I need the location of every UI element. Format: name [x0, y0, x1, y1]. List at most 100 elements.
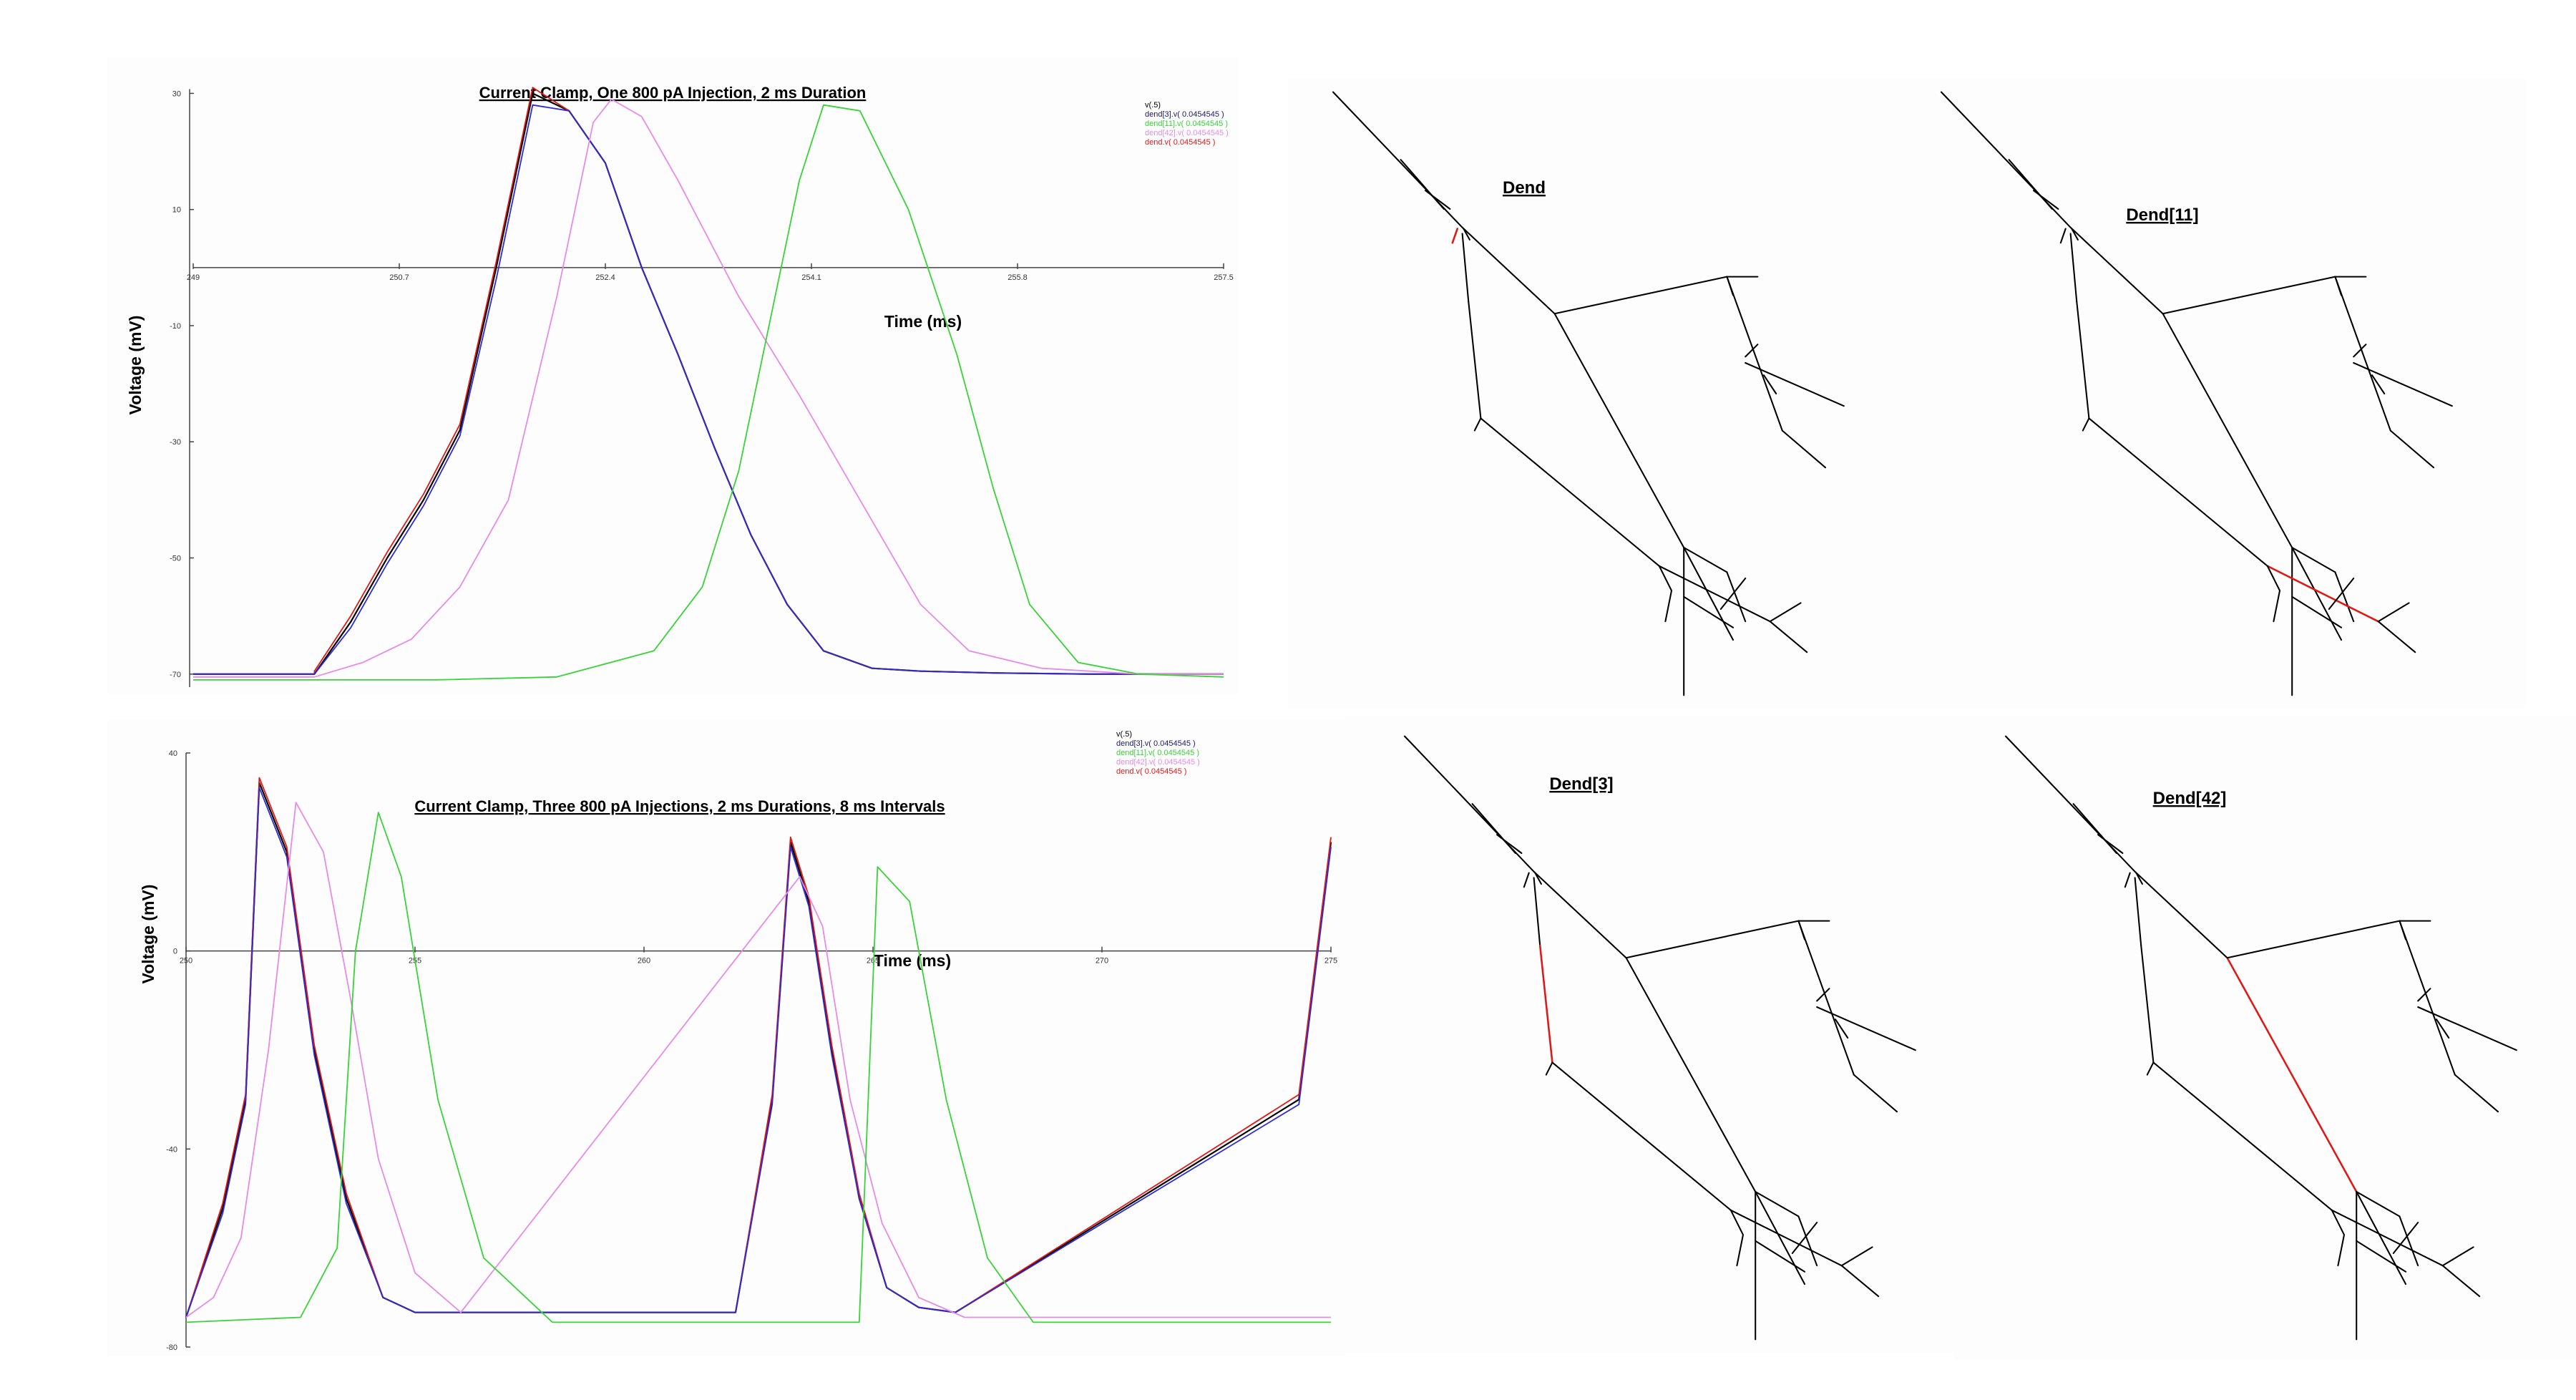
dendrite-segment	[2392, 1221, 2419, 1255]
dendrite-segment	[2266, 565, 2281, 592]
x-tick-label: 275	[1324, 957, 1337, 966]
dendrite-segment	[1461, 233, 1470, 303]
chart-2-ylabel: Voltage (mV)	[139, 885, 157, 984]
dendrite-segment	[2226, 920, 2401, 959]
chart-1-title: Current Clamp, One 800 pA Injection, 2 m…	[479, 84, 867, 102]
y-tick-label: -10	[170, 322, 181, 331]
morphology-dend42: Dend[42]	[2004, 735, 2517, 1341]
dendrite-segment	[2135, 872, 2143, 885]
legend-entry: dend.v( 0.0454545 )	[1116, 767, 1186, 776]
dendrite-segment	[2162, 313, 2293, 549]
morphology-title-dend11: Dend[11]	[2126, 205, 2198, 225]
legend-entry: dend[42].v( 0.0454545 )	[1116, 758, 1200, 767]
dendrite-segment	[1664, 590, 1673, 623]
dendrite-segment	[1545, 1061, 1553, 1076]
x-tick-label: 260	[638, 957, 650, 966]
dendrite-segment	[1461, 226, 1556, 315]
dendrite-segment	[1762, 374, 1777, 395]
dendrite-segment	[2097, 834, 2124, 855]
morphology-title-dend3: Dend[3]	[1549, 774, 1613, 794]
x-tick-label: 254.1	[801, 273, 821, 282]
dendrite-segment	[2337, 1234, 2346, 1267]
dendrite-segment	[2334, 276, 2391, 432]
dendrite-segment	[1719, 577, 1747, 611]
series-line-red	[185, 777, 1332, 1318]
y-tick-label: 30	[172, 89, 181, 98]
dendrite-segment	[1755, 1240, 1806, 1273]
dendrite-segment	[2069, 233, 2078, 303]
dendrite-segment	[1553, 276, 1728, 315]
legend-entry: dend[3].v( 0.0454545 )	[1145, 110, 1224, 119]
morphology-dend11: Dend[11]	[1940, 91, 2453, 696]
x-tick-label: 257.5	[1214, 273, 1234, 282]
dendrite-segment	[2072, 803, 2117, 855]
dendrite-segment	[2088, 417, 2268, 567]
dendrite-segment	[1625, 920, 1800, 959]
chart-1: Current Clamp, One 800 pA Injection, 2 m…	[126, 84, 1234, 687]
legend-entry: dend[11].v( 0.0454545 )	[1145, 120, 1228, 128]
dendrite-segment	[1424, 190, 1451, 210]
dendrite-segment	[2441, 1265, 2481, 1298]
y-tick-label: 40	[169, 749, 177, 758]
dendrite-segment	[1471, 803, 1516, 855]
dendrite-segment	[2399, 920, 2456, 1076]
chart-panel-1: Current Clamp, One 800 pA Injection, 2 m…	[107, 57, 1238, 694]
dendrite-segment	[2140, 944, 2155, 1064]
dendrite-segment	[2331, 1209, 2346, 1236]
chart-1-series	[193, 87, 1224, 681]
neuron-tree	[1403, 735, 1916, 1341]
dendrite-segment	[1468, 300, 1482, 419]
dendrite-segment	[1658, 565, 1771, 623]
dendrite-segment	[1853, 1074, 1898, 1113]
dendrite-segment	[2152, 1061, 2333, 1211]
dendrite-segment	[1553, 313, 1685, 549]
series-line-pink	[185, 802, 1331, 1318]
legend-entry: dend[42].v( 0.0454545 )	[1145, 129, 1229, 137]
legend-entry: v(.5)	[1145, 101, 1161, 110]
dendrite-segment	[1533, 877, 1541, 947]
dendrite-segment	[2328, 577, 2355, 611]
dendrite-segment	[2334, 571, 2355, 623]
dendrite-segment	[1755, 1190, 1806, 1285]
dendrite-segment	[2454, 1074, 2499, 1113]
x-tick-label: 249	[187, 273, 200, 282]
dendrite-segment	[1755, 1190, 1800, 1217]
morphology-panel-dend3: Dend[3]	[1345, 716, 1953, 1353]
dendrite-segment	[1726, 571, 1747, 623]
dendrite-segment	[1797, 920, 1806, 940]
chart-1-xlabel: Time (ms)	[884, 312, 962, 331]
legend-entry: dend.v( 0.0454545 )	[1145, 138, 1215, 147]
x-tick-label: 270	[1096, 957, 1108, 966]
x-tick-label: 265	[867, 957, 879, 966]
dendrite-segment	[1816, 988, 1830, 1002]
dendrite-segment	[2377, 602, 2410, 623]
dendrite-segment	[1534, 872, 1542, 885]
dendrite-segment	[2291, 596, 2343, 628]
dendrite-segment	[1816, 1006, 1916, 1051]
dendrite-segment	[1745, 344, 1759, 358]
chart-2-legend: v(.5)dend[3].v( 0.0454545 )dend[11].v( 0…	[1116, 730, 1200, 776]
series-line-red	[193, 87, 1224, 675]
dendrite-segment	[2291, 546, 2343, 641]
chart-2: Current Clamp, Three 800 pA Injections, …	[139, 730, 1337, 1352]
dendrite-segment	[2134, 877, 2142, 947]
chart-1-ylabel: Voltage (mV)	[126, 316, 145, 415]
dendrite-segment	[1658, 565, 1673, 592]
dendrite-segment	[2032, 190, 2059, 210]
dendrite-segment	[2291, 546, 2336, 573]
chart-panel-2: Current Clamp, Three 800 pA Injections, …	[107, 719, 1345, 1356]
dendrite-segment	[2435, 1019, 2450, 1039]
dendrite-segment	[1726, 276, 1783, 432]
morphology-dend3: Dend[3]	[1403, 735, 1916, 1341]
dendrite-segment	[2008, 159, 2053, 210]
dendrite-segment	[2417, 988, 2431, 1002]
y-tick-label: -30	[170, 438, 181, 447]
legend-entry: dend[11].v( 0.0454545 )	[1116, 749, 1199, 757]
morphology-dend: Dend	[1332, 91, 1845, 696]
dendrite-segment	[1729, 1209, 1745, 1236]
dendrite-segment	[2389, 429, 2435, 469]
dendrite-segment	[2273, 590, 2281, 623]
legend-entry: v(.5)	[1116, 730, 1132, 739]
dendrite-segment	[1625, 957, 1757, 1193]
dendrite-segment	[2441, 1246, 2474, 1267]
